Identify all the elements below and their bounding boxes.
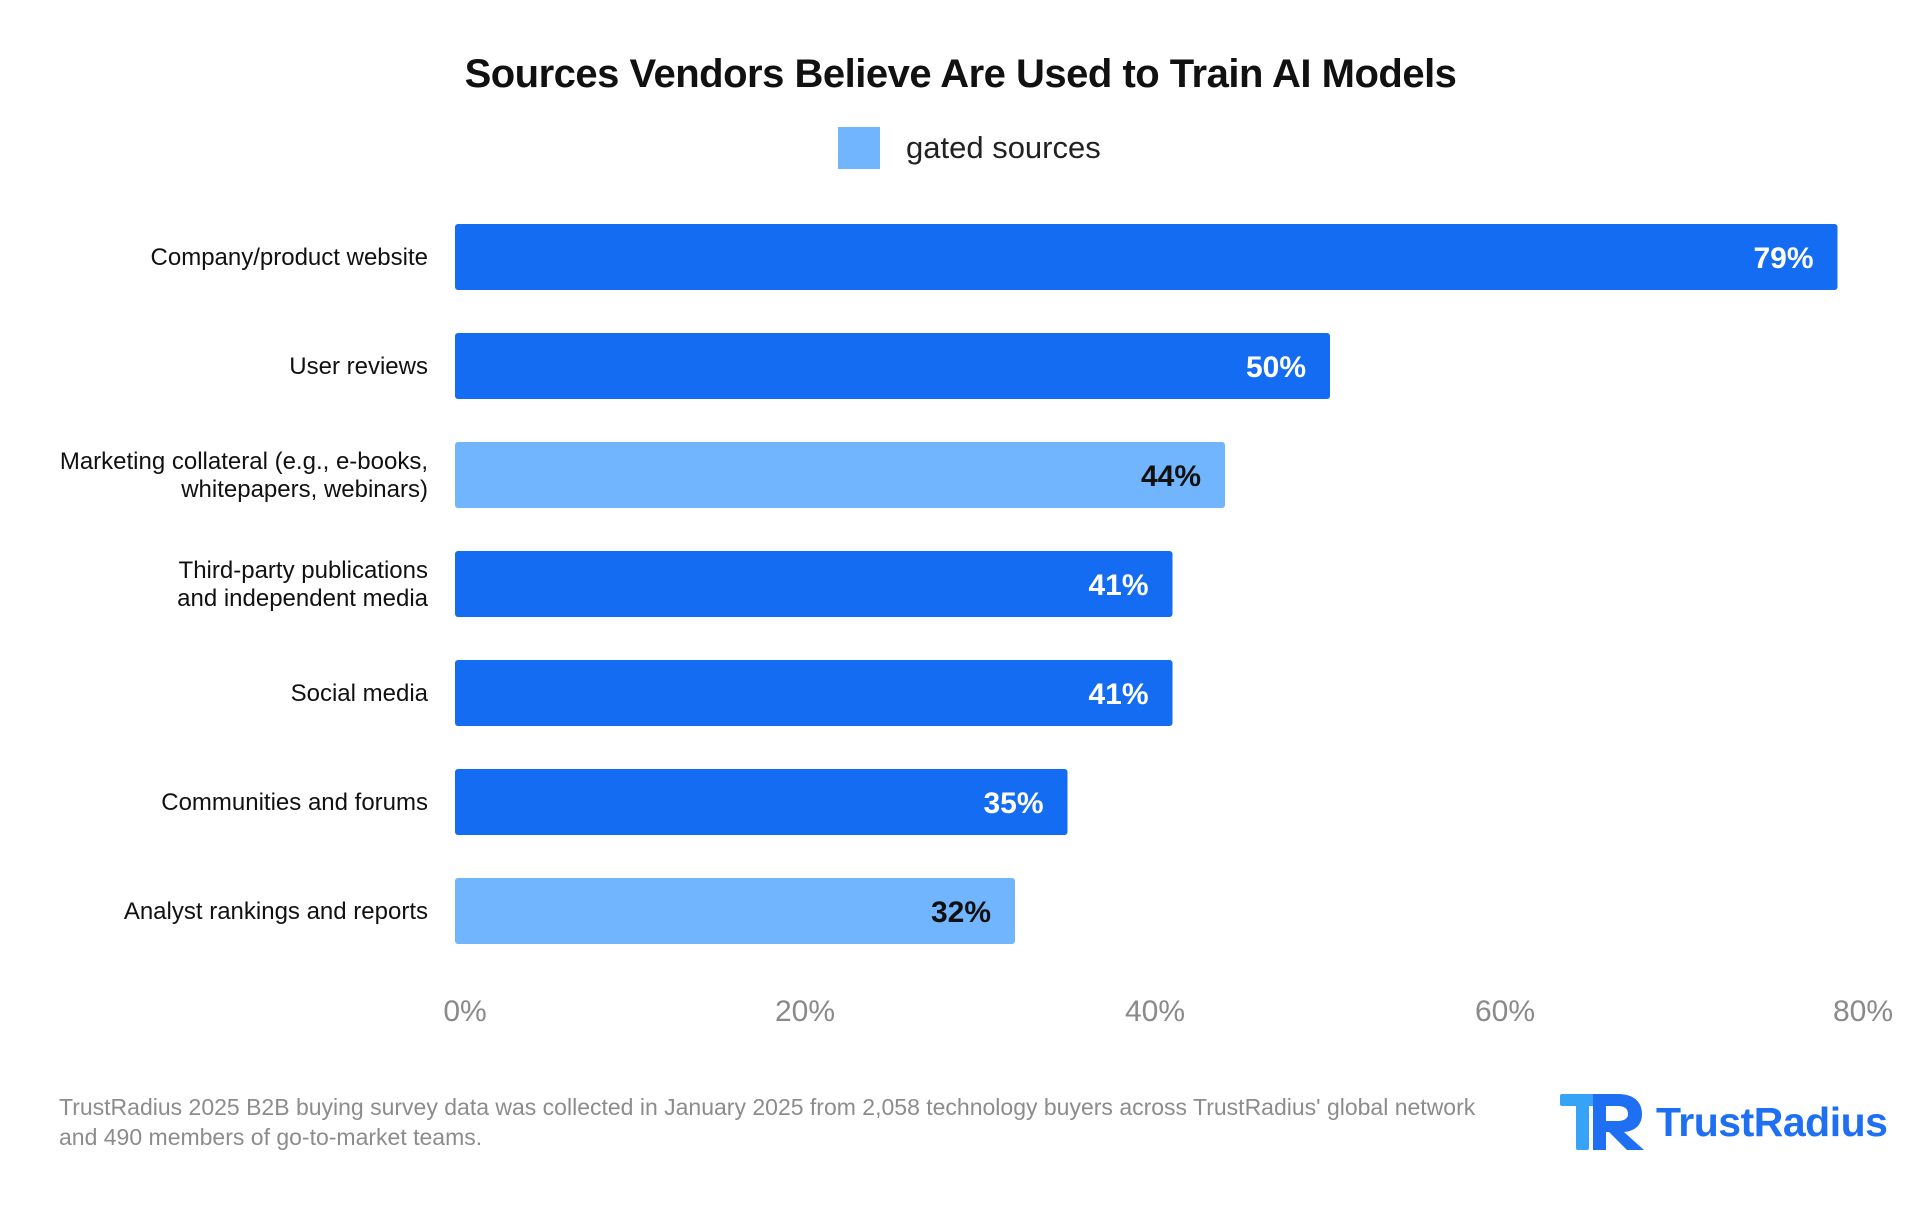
x-tick-label-0: 0% — [443, 995, 486, 1028]
value-label-1: 79% — [1753, 242, 1813, 275]
legend: gated sources — [838, 126, 1101, 170]
bar-5 — [455, 660, 1173, 726]
legend-swatch-gated — [838, 127, 880, 169]
value-label-6: 35% — [983, 787, 1043, 820]
value-label-7: 32% — [931, 896, 991, 929]
bar-6 — [455, 769, 1068, 835]
category-label-4-line-2: and independent media — [177, 585, 429, 612]
value-label-4: 41% — [1088, 569, 1148, 602]
category-label-5: Social media — [291, 680, 429, 707]
x-tick-label-40: 40% — [1125, 995, 1185, 1028]
x-tick-label-80: 80% — [1833, 995, 1893, 1028]
bar-1 — [455, 224, 1838, 290]
legend-label-gated: gated sources — [906, 130, 1101, 165]
category-label-6: Communities and forums — [161, 789, 428, 816]
category-label-3-line-2: whitepapers, webinars) — [180, 476, 428, 503]
category-label-4-line-1: Third-party publications — [179, 557, 428, 584]
x-tick-label-60: 60% — [1475, 995, 1535, 1028]
chart-title: Sources Vendors Believe Are Used to Trai… — [464, 52, 1457, 96]
bar-2 — [455, 333, 1330, 399]
value-label-3: 44% — [1141, 460, 1201, 493]
footnote: TrustRadius 2025 B2B buying survey data … — [59, 1092, 1519, 1152]
trustradius-logo-text: TrustRadius — [1656, 1098, 1888, 1145]
bar-7 — [455, 878, 1015, 944]
bar-4 — [455, 551, 1173, 617]
footnote-line-1: TrustRadius 2025 B2B buying survey data … — [59, 1094, 1476, 1120]
trustradius-logo: TrustRadius — [1560, 1094, 1888, 1150]
trustradius-logo-icon — [1560, 1094, 1644, 1150]
bar-3 — [455, 442, 1225, 508]
category-label-2: User reviews — [289, 353, 428, 380]
value-label-5: 41% — [1088, 678, 1148, 711]
value-label-2: 50% — [1246, 351, 1306, 384]
category-label-3-line-1: Marketing collateral (e.g., e-books, — [60, 448, 428, 475]
category-label-1: Company/product website — [151, 244, 428, 271]
bar-chart: 79% Company/product website 50% User review… — [60, 224, 1893, 1028]
category-label-7: Analyst rankings and reports — [124, 898, 428, 925]
footnote-line-2: and 490 members of go-to-market teams. — [59, 1124, 483, 1150]
x-tick-label-20: 20% — [775, 995, 835, 1028]
